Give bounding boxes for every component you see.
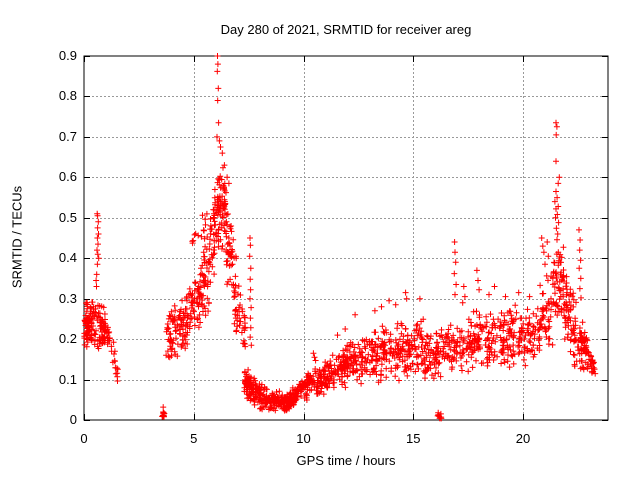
y-tick-label: 0.8 xyxy=(58,88,77,104)
plot-border xyxy=(83,55,609,421)
y-tick-label: 0.4 xyxy=(58,250,77,266)
y-tick-label: 0.9 xyxy=(58,48,77,63)
y-tick-label: 0 xyxy=(69,412,77,427)
y-tick-label: 0.1 xyxy=(58,371,77,387)
y-tick-label: 0.7 xyxy=(58,128,77,144)
x-tick-label: 5 xyxy=(190,431,198,446)
x-tick-label: 20 xyxy=(515,431,531,446)
y-tick-label: 0.2 xyxy=(58,331,77,347)
chart-title: Day 280 of 2021, SRMTID for receiver are… xyxy=(220,22,472,37)
y-tick-label: 0.6 xyxy=(58,169,77,185)
x-tick-label: 15 xyxy=(406,431,421,446)
data-points xyxy=(81,53,599,422)
x-axis-label: GPS time / hours xyxy=(296,453,396,468)
y-tick-label: 0.5 xyxy=(58,209,77,225)
x-tick-label: 0 xyxy=(80,431,88,446)
x-tick-label: 10 xyxy=(296,431,311,446)
y-tick-label: 0.3 xyxy=(58,290,77,306)
